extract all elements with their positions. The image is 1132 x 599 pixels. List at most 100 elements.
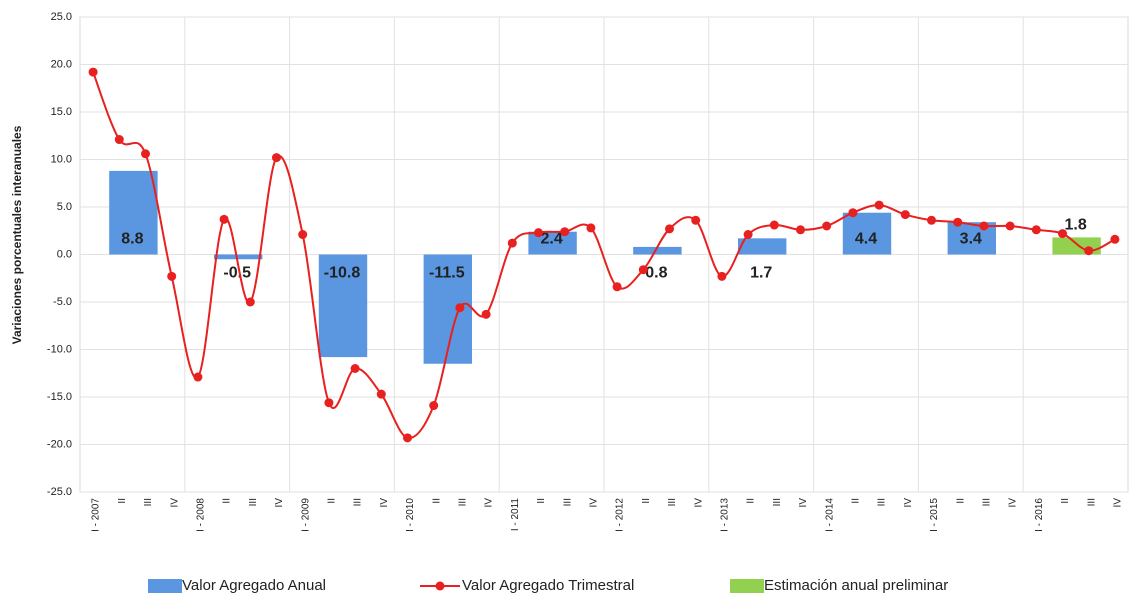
x-tick-label: IV bbox=[693, 498, 704, 508]
point bbox=[272, 153, 281, 163]
x-tick-label: IV bbox=[1008, 498, 1019, 508]
legend-marker bbox=[435, 581, 445, 591]
point bbox=[403, 433, 412, 443]
bar bbox=[842, 212, 892, 255]
point bbox=[1031, 225, 1041, 235]
point bbox=[769, 220, 779, 230]
x-tick-label: I - 2015 bbox=[929, 498, 940, 532]
point bbox=[141, 149, 150, 159]
point bbox=[219, 214, 229, 224]
point bbox=[1058, 229, 1067, 239]
point bbox=[298, 230, 308, 240]
x-tick-label: III bbox=[562, 498, 573, 506]
x-tick-label: II bbox=[327, 498, 338, 504]
x-tick-label: II bbox=[536, 498, 547, 504]
y-tick-label: 15.0 bbox=[51, 106, 72, 118]
legend-label: Valor Agregado Anual bbox=[182, 577, 326, 594]
point bbox=[167, 271, 177, 281]
value-label: -0.5 bbox=[223, 265, 251, 282]
x-tick-label: I - 2016 bbox=[1034, 498, 1045, 532]
x-tick-label: IV bbox=[169, 498, 180, 508]
x-tick-label: III bbox=[982, 498, 993, 506]
legend-label: Estimación anual preliminar bbox=[764, 577, 948, 594]
point bbox=[665, 224, 674, 234]
point bbox=[376, 389, 386, 399]
x-tick-label: II bbox=[117, 498, 128, 504]
point bbox=[822, 221, 832, 231]
x-tick-label: I - 2010 bbox=[405, 498, 416, 532]
y-tick-label: 10.0 bbox=[51, 153, 72, 165]
value-label: 1.7 bbox=[750, 265, 772, 282]
point bbox=[900, 210, 910, 220]
x-tick-label: III bbox=[667, 498, 678, 506]
point bbox=[481, 309, 491, 319]
value-label: 3.4 bbox=[960, 231, 982, 248]
y-tick-label: -15.0 bbox=[47, 391, 72, 403]
point bbox=[114, 135, 124, 145]
x-tick-label: III bbox=[353, 498, 364, 506]
point bbox=[560, 227, 570, 237]
x-tick-label: II bbox=[746, 498, 757, 504]
point bbox=[88, 67, 98, 77]
value-label: 4.4 bbox=[855, 231, 877, 248]
x-tick-label: II bbox=[851, 498, 862, 504]
x-tick-label: I - 2007 bbox=[91, 498, 102, 532]
value-label: -11.5 bbox=[429, 265, 465, 282]
point bbox=[429, 401, 439, 411]
bar bbox=[214, 254, 263, 260]
point bbox=[743, 230, 753, 240]
x-tick-label: II bbox=[955, 498, 966, 504]
point bbox=[874, 200, 884, 210]
value-label: -10.8 bbox=[324, 265, 361, 282]
point bbox=[848, 208, 858, 218]
value-label: 2.4 bbox=[540, 231, 562, 248]
point bbox=[1084, 246, 1094, 256]
x-tick-label: III bbox=[1086, 498, 1097, 506]
x-tick-label: II bbox=[641, 498, 652, 504]
y-tick-label: 25.0 bbox=[51, 11, 72, 23]
x-tick-label: II bbox=[431, 498, 442, 504]
point bbox=[691, 215, 701, 225]
x-tick-label: III bbox=[248, 498, 259, 506]
x-tick-label: IV bbox=[379, 498, 390, 508]
y-tick-label: 5.0 bbox=[57, 201, 72, 213]
point bbox=[953, 217, 963, 227]
bar bbox=[318, 254, 368, 358]
bar bbox=[1052, 237, 1101, 255]
bar bbox=[633, 246, 682, 255]
value-label: 8.8 bbox=[121, 231, 143, 248]
x-tick-label: III bbox=[458, 498, 469, 506]
bar bbox=[528, 231, 577, 255]
point bbox=[324, 398, 334, 408]
x-tick-label: I - 2012 bbox=[615, 498, 626, 532]
legend-swatch bbox=[730, 579, 764, 593]
x-tick-label: III bbox=[877, 498, 888, 506]
x-tick-label: IV bbox=[798, 498, 809, 508]
x-tick-label: I - 2013 bbox=[720, 498, 731, 532]
legend-swatch bbox=[148, 579, 182, 593]
x-tick-label: IV bbox=[274, 498, 285, 508]
value-label: 1.8 bbox=[1064, 217, 1086, 234]
y-tick-label: -25.0 bbox=[47, 486, 72, 498]
x-tick-label: I - 2009 bbox=[300, 498, 311, 532]
point bbox=[1110, 234, 1120, 244]
y-axis-label: Variaciones porcentuales interanuales bbox=[10, 125, 24, 344]
point bbox=[193, 372, 203, 382]
x-tick-label: IV bbox=[484, 498, 495, 508]
point bbox=[586, 223, 596, 233]
bar bbox=[109, 170, 158, 255]
x-tick-label: III bbox=[772, 498, 783, 506]
point bbox=[796, 225, 805, 235]
point bbox=[612, 282, 622, 292]
point bbox=[534, 228, 543, 238]
value-label: 0.8 bbox=[645, 265, 667, 282]
x-tick-label: IV bbox=[589, 498, 600, 508]
x-tick-label: IV bbox=[903, 498, 914, 508]
y-tick-label: -10.0 bbox=[47, 343, 72, 355]
x-tick-label: I - 2011 bbox=[510, 498, 521, 532]
point bbox=[717, 271, 727, 281]
x-tick-label: II bbox=[222, 498, 233, 504]
x-tick-label: II bbox=[1060, 498, 1071, 504]
point bbox=[507, 238, 517, 248]
